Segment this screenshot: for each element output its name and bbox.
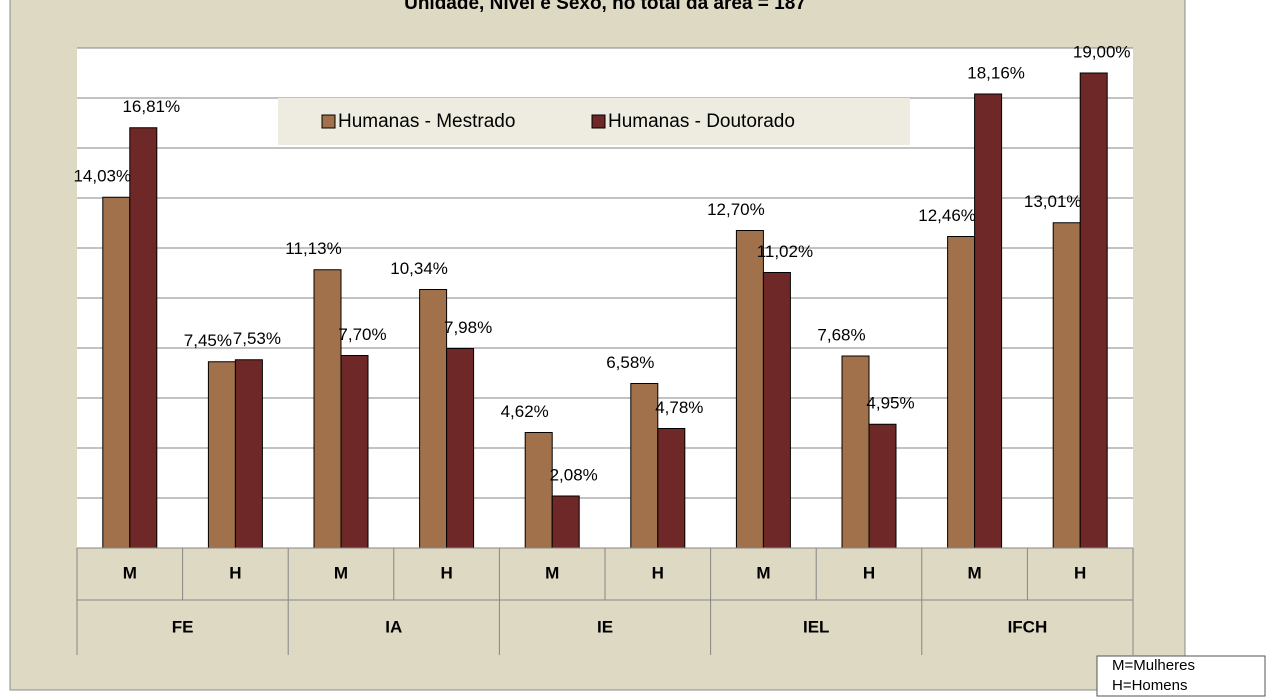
plot: 14,03% 7,45% 11,13% 10,34% 4,62% 6,58% 12,70% 7… (73, 42, 1134, 655)
group-label: IFCH (1008, 617, 1048, 636)
bar (551, 495, 580, 549)
note-line: M=Mulheres (1112, 657, 1195, 674)
group-label: FE (172, 617, 194, 636)
x-tick-label: M (545, 563, 559, 582)
legend-swatch (591, 114, 606, 129)
note-box (1096, 655, 1266, 697)
data-label: 7,53% (233, 329, 281, 348)
data-label: 10,34% (390, 259, 448, 278)
group-label: IEL (803, 617, 829, 636)
group-label: IA (385, 617, 402, 636)
data-label: 14,03% (73, 167, 131, 186)
x-tick-label: M (334, 563, 348, 582)
data-label: 4,62% (501, 402, 549, 421)
bar (419, 289, 448, 549)
bar (947, 236, 976, 549)
data-label: 4,95% (866, 394, 914, 413)
data-label: 13,01% (1024, 192, 1082, 211)
data-label: 12,70% (707, 200, 765, 219)
x-tick-label: H (1074, 563, 1086, 582)
data-label: 18,16% (967, 63, 1025, 82)
legend-label: Humanas - Doutorado (608, 111, 795, 132)
data-label: 7,70% (338, 325, 386, 344)
x-tick-label: M (968, 563, 982, 582)
bar (868, 423, 897, 549)
chart-title: Unidade, Nível e Sexo, no total da área … (404, 0, 806, 14)
x-tick-label: H (440, 563, 452, 582)
bar (1079, 72, 1108, 549)
data-label: 2,08% (550, 465, 598, 484)
data-label: 4,78% (655, 398, 703, 417)
bar (234, 359, 263, 549)
bar (841, 355, 870, 549)
bar (313, 269, 342, 549)
bar (974, 93, 1003, 549)
bar (446, 348, 475, 549)
bar (102, 196, 131, 549)
data-label: 7,68% (817, 325, 865, 344)
bar (735, 230, 764, 549)
bar (207, 361, 236, 549)
legend-swatch (321, 114, 336, 129)
data-label: 11,02% (757, 242, 813, 261)
data-label: 7,45% (184, 331, 232, 350)
data-label: 12,46% (918, 206, 976, 225)
group-label: IE (597, 617, 613, 636)
data-label: 19,00% (1073, 42, 1131, 61)
note-line: H=Homens (1112, 677, 1187, 694)
bar (1052, 222, 1081, 549)
legend-label: Humanas - Mestrado (338, 111, 515, 132)
bar (630, 383, 659, 549)
data-label: 16,81% (122, 97, 180, 116)
bar (340, 355, 369, 549)
data-label: 7,98% (444, 318, 492, 337)
x-tick-label: H (229, 563, 241, 582)
data-label: 11,13% (285, 239, 341, 258)
bar (129, 127, 158, 549)
x-tick-label: M (123, 563, 137, 582)
x-tick-label: M (756, 563, 770, 582)
bar (762, 272, 791, 549)
data-label: 6,58% (606, 353, 654, 372)
x-tick-label: H (652, 563, 664, 582)
bar (524, 432, 553, 549)
x-tick-label: H (863, 563, 875, 582)
bar (657, 428, 686, 549)
